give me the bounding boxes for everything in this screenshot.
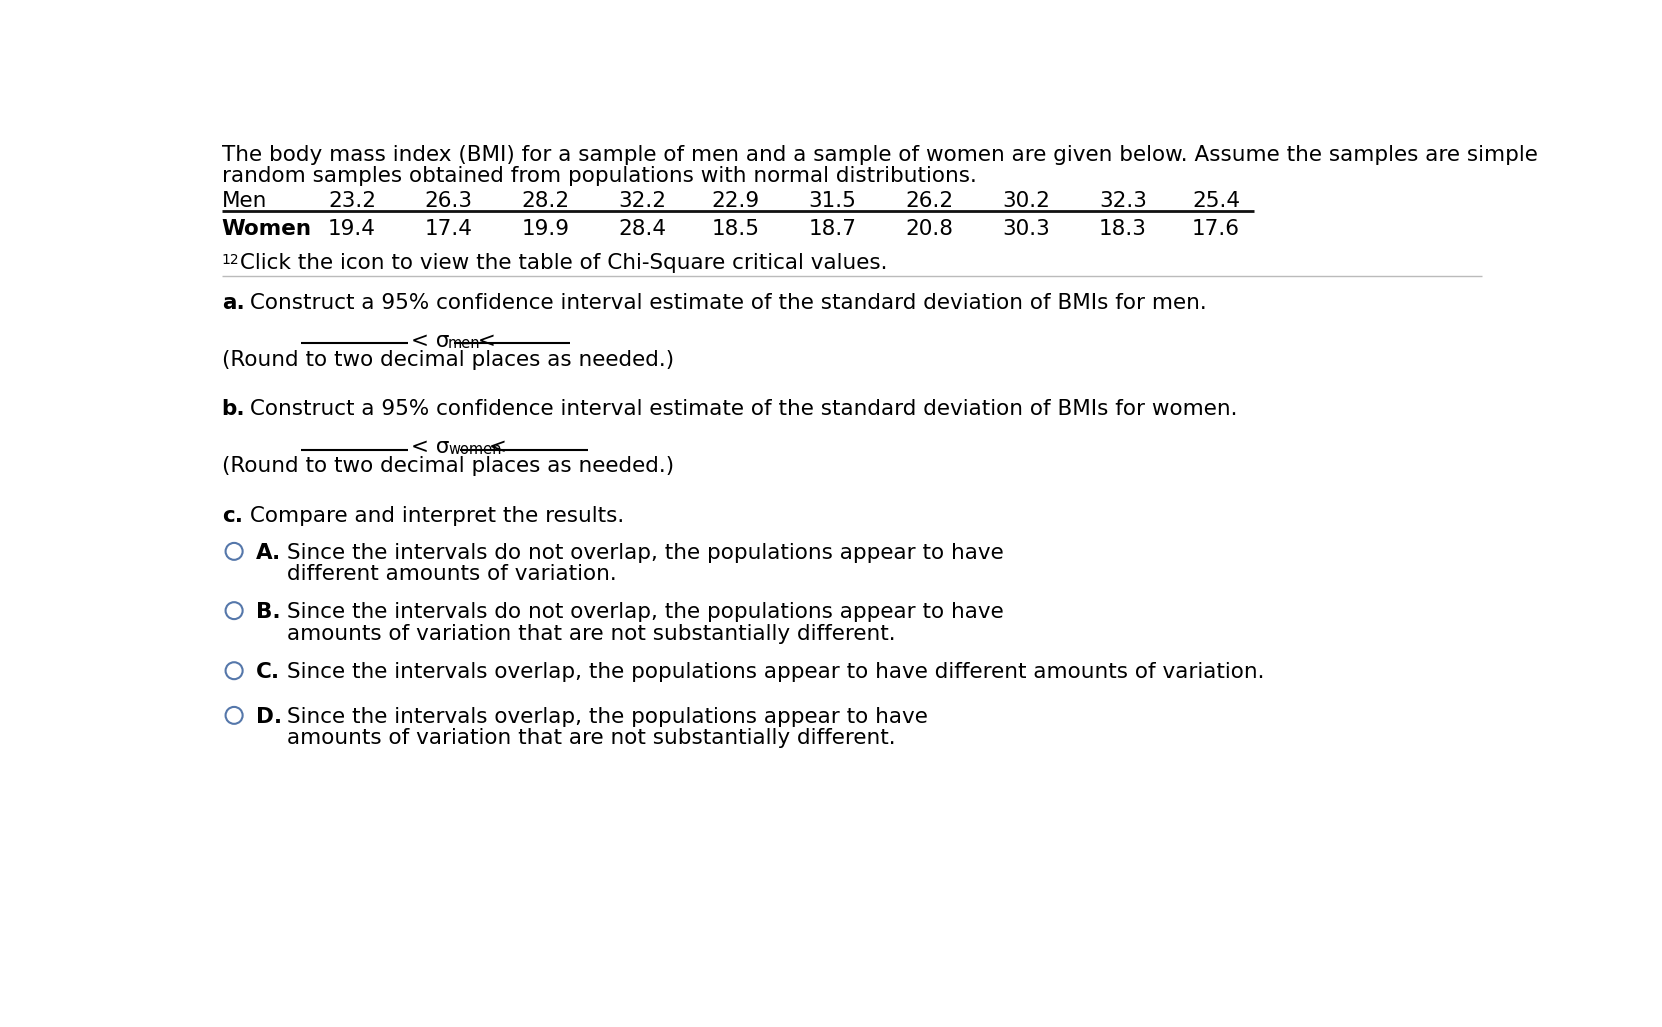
Text: 18.7: 18.7 (808, 219, 856, 238)
Text: < σ: < σ (411, 438, 449, 457)
Text: 30.2: 30.2 (1002, 191, 1050, 211)
Text: Since the intervals do not overlap, the populations appear to have: Since the intervals do not overlap, the … (288, 543, 1004, 563)
Text: <: < (472, 331, 497, 351)
Text: D.: D. (256, 707, 283, 727)
Text: different amounts of variation.: different amounts of variation. (288, 565, 617, 584)
Text: 18.5: 18.5 (711, 219, 760, 238)
Text: 26.2: 26.2 (906, 191, 954, 211)
Text: <: < (482, 438, 507, 457)
Text: Click the icon to view the table of Chi-Square critical values.: Click the icon to view the table of Chi-… (233, 253, 888, 272)
Text: B.: B. (256, 602, 281, 622)
Text: amounts of variation that are not substantially different.: amounts of variation that are not substa… (288, 623, 896, 644)
Text: Since the intervals do not overlap, the populations appear to have: Since the intervals do not overlap, the … (288, 602, 1004, 622)
Text: 31.5: 31.5 (808, 191, 856, 211)
Text: Since the intervals overlap, the populations appear to have: Since the intervals overlap, the populat… (288, 707, 927, 727)
Text: (Round to two decimal places as needed.): (Round to two decimal places as needed.) (221, 456, 673, 476)
Text: Construct a 95% confidence interval estimate of the standard deviation of BMIs f: Construct a 95% confidence interval esti… (243, 293, 1207, 312)
Text: 18.3: 18.3 (1099, 219, 1147, 238)
Text: 26.3: 26.3 (425, 191, 472, 211)
Text: c.: c. (221, 506, 243, 526)
Text: 20.8: 20.8 (906, 219, 954, 238)
Text: Compare and interpret the results.: Compare and interpret the results. (243, 506, 623, 526)
Text: 22.9: 22.9 (711, 191, 760, 211)
Text: b.: b. (221, 398, 246, 419)
Text: women: women (449, 442, 502, 457)
Text: 17.6: 17.6 (1192, 219, 1240, 238)
Text: 32.3: 32.3 (1099, 191, 1147, 211)
Text: Construct a 95% confidence interval estimate of the standard deviation of BMIs f: Construct a 95% confidence interval esti… (243, 398, 1237, 419)
Text: A.: A. (256, 543, 281, 563)
Text: C.: C. (256, 662, 279, 682)
Text: 30.3: 30.3 (1002, 219, 1050, 238)
Text: 25.4: 25.4 (1192, 191, 1240, 211)
Text: 12: 12 (221, 253, 239, 267)
Text: 17.4: 17.4 (425, 219, 472, 238)
Text: 19.9: 19.9 (522, 219, 570, 238)
Text: 32.2: 32.2 (618, 191, 666, 211)
Text: Since the intervals overlap, the populations appear to have different amounts of: Since the intervals overlap, the populat… (288, 662, 1265, 682)
Text: 28.2: 28.2 (522, 191, 570, 211)
Text: amounts of variation that are not substantially different.: amounts of variation that are not substa… (288, 728, 896, 749)
Text: 28.4: 28.4 (618, 219, 666, 238)
Text: < σ: < σ (411, 331, 449, 351)
Text: (Round to two decimal places as needed.): (Round to two decimal places as needed.) (221, 349, 673, 370)
Text: Men: Men (221, 191, 268, 211)
Text: Women: Women (221, 219, 312, 238)
Text: men: men (449, 336, 480, 351)
Text: a.: a. (221, 293, 244, 312)
Text: 23.2: 23.2 (327, 191, 376, 211)
Text: random samples obtained from populations with normal distributions.: random samples obtained from populations… (221, 166, 977, 186)
Text: 19.4: 19.4 (327, 219, 376, 238)
Text: The body mass index (BMI) for a sample of men and a sample of women are given be: The body mass index (BMI) for a sample o… (221, 145, 1537, 164)
